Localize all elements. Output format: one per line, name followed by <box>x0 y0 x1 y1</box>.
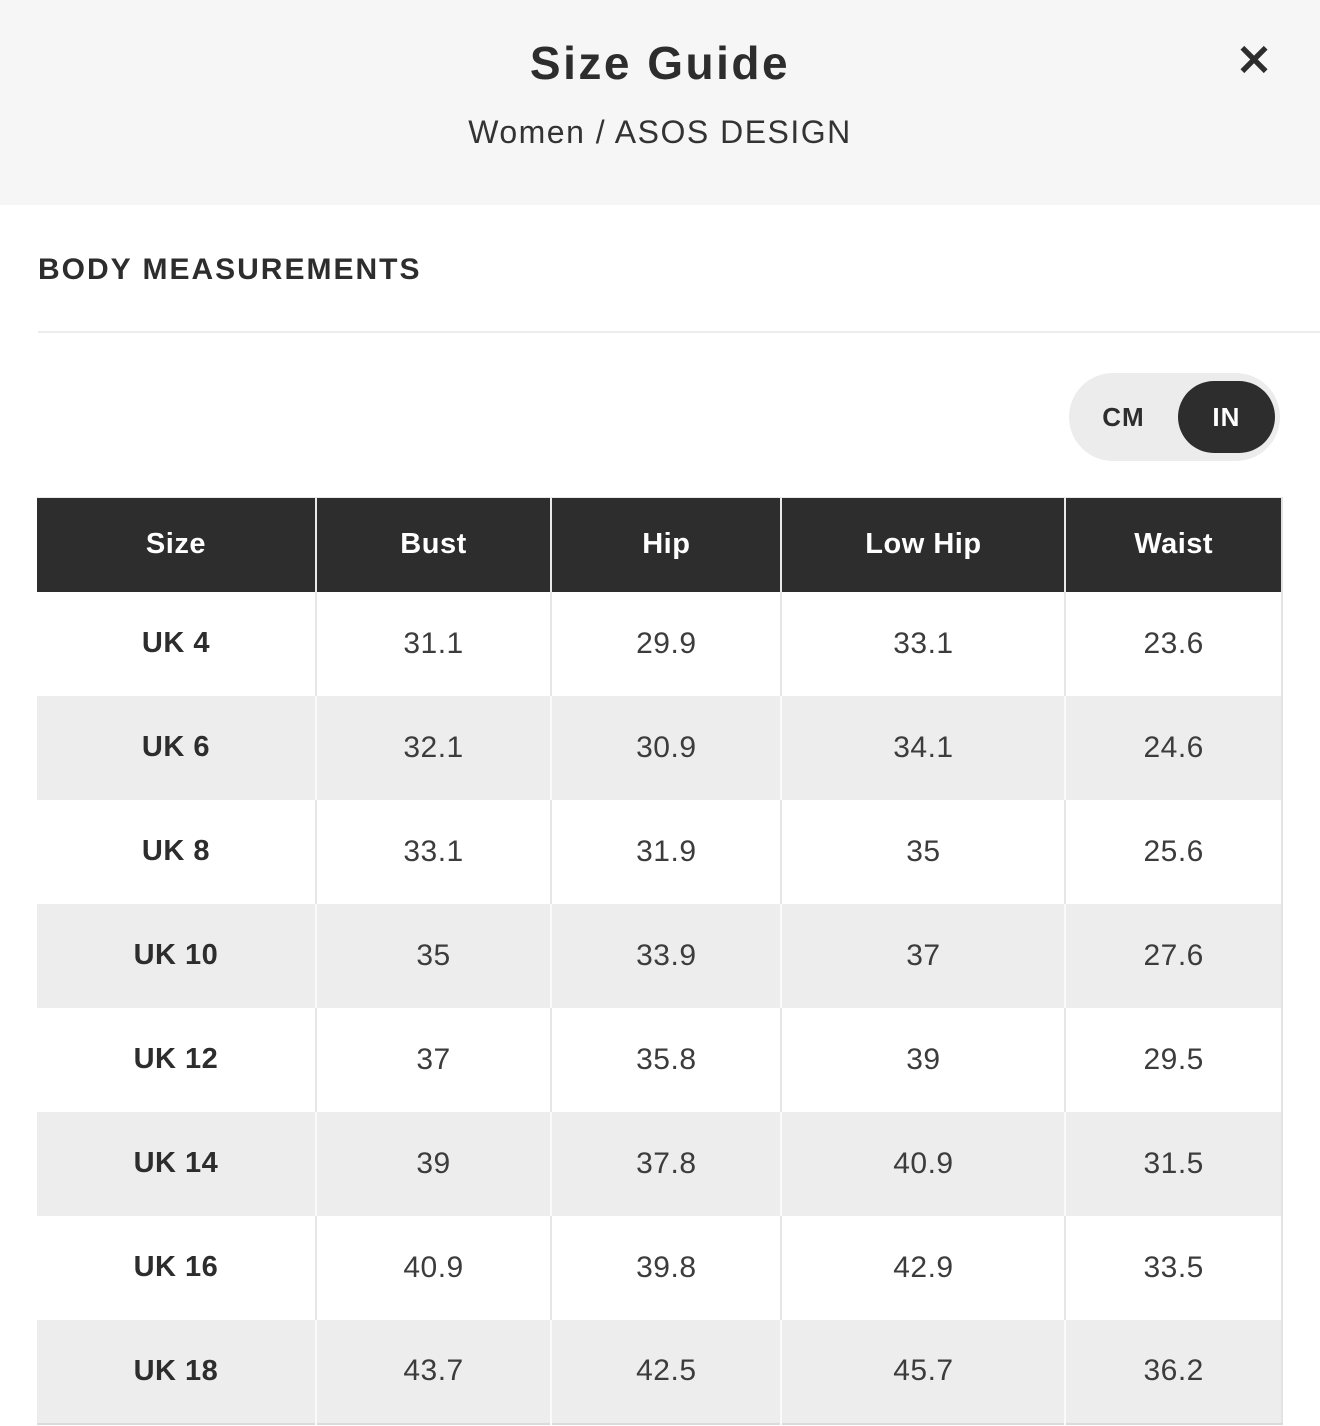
column-header-bust: Bust <box>315 497 553 592</box>
waist-cell: 27.6 <box>1065 903 1282 1008</box>
waist-cell: 31.5 <box>1065 1111 1282 1216</box>
table-row: UK 12 37 35.8 39 29.5 <box>37 1007 1282 1112</box>
low-hip-cell: 40.9 <box>781 1111 1067 1216</box>
table-row: UK 8 33.1 31.9 35 25.6 <box>37 799 1282 904</box>
hip-cell: 31.9 <box>551 799 783 904</box>
table-row: UK 18 43.7 42.5 45.7 36.2 <box>37 1319 1282 1424</box>
low-hip-cell: 45.7 <box>781 1319 1067 1424</box>
close-icon: × <box>1234 31 1274 85</box>
low-hip-cell: 37 <box>781 903 1067 1008</box>
size-cell: UK 6 <box>37 695 317 800</box>
column-header-hip: Hip <box>551 497 783 592</box>
waist-cell: 24.6 <box>1065 695 1282 800</box>
bust-cell: 39 <box>315 1111 553 1216</box>
waist-cell: 25.6 <box>1143 834 1204 868</box>
size-cell: UK 16 <box>37 1215 317 1320</box>
table-row: UK 16 40.9 39.8 42.9 33.5 <box>37 1215 1282 1320</box>
size-cell: UK 14 <box>37 1111 317 1216</box>
size-cell: UK 8 <box>37 799 317 904</box>
bust-cell: 37 <box>315 1007 553 1112</box>
size-table: Size Bust Hip Low Hip Waist UK 4 31.1 29… <box>37 497 1283 1425</box>
bust-cell: 32.1 <box>315 695 553 800</box>
hip-cell: 39.8 <box>551 1215 783 1320</box>
waist-cell: 23.6 <box>1143 626 1204 660</box>
table-row: UK 14 39 37.8 40.9 31.5 <box>37 1111 1282 1216</box>
modal-header: Size Guide Women / ASOS DESIGN × <box>0 0 1320 205</box>
toggle-row: CM IN <box>0 373 1280 461</box>
table-row: UK 10 35 33.9 37 27.6 <box>37 903 1282 1008</box>
waist-cell: 29.5 <box>1143 1042 1204 1076</box>
unit-toggle[interactable]: CM IN <box>1069 373 1280 461</box>
low-hip-cell: 42.9 <box>781 1215 1067 1320</box>
bust-cell: 40.9 <box>315 1215 553 1320</box>
table-row: UK 6 32.1 30.9 34.1 24.6 <box>37 695 1282 800</box>
hip-cell: 42.5 <box>551 1319 783 1424</box>
breadcrumb: Women / ASOS DESIGN <box>468 114 852 150</box>
waist-cell: 33.5 <box>1143 1250 1204 1284</box>
hip-cell: 37.8 <box>551 1111 783 1216</box>
section-heading-body-measurements: BODY MEASUREMENTS <box>38 253 422 286</box>
hip-cell: 33.9 <box>551 903 783 1008</box>
hip-cell: 35.8 <box>551 1007 783 1112</box>
hip-cell: 30.9 <box>551 695 783 800</box>
bust-cell: 35 <box>315 903 553 1008</box>
size-cell: UK 18 <box>37 1319 317 1424</box>
waist-cell: 36.2 <box>1065 1319 1282 1424</box>
section-divider <box>38 331 1320 333</box>
bust-cell: 31.1 <box>315 591 553 696</box>
size-cell: UK 4 <box>37 591 317 696</box>
low-hip-cell: 35 <box>781 799 1067 904</box>
low-hip-cell: 39 <box>781 1007 1067 1112</box>
page-title: Size Guide <box>529 37 791 89</box>
size-cell: UK 12 <box>37 1007 317 1112</box>
table-row: UK 4 31.1 29.9 33.1 23.6 <box>37 591 1282 696</box>
size-cell: UK 10 <box>37 903 317 1008</box>
unit-option-cm[interactable]: CM <box>1102 401 1145 432</box>
table-header-row: Size Bust Hip Low Hip Waist <box>37 497 1282 592</box>
low-hip-cell: 34.1 <box>781 695 1067 800</box>
column-header-waist: Waist <box>1065 497 1282 592</box>
low-hip-cell: 33.1 <box>781 591 1067 696</box>
bust-cell: 33.1 <box>315 799 553 904</box>
unit-option-in[interactable]: IN <box>1177 381 1275 453</box>
bust-cell: 43.7 <box>315 1319 553 1424</box>
hip-cell: 29.9 <box>551 591 783 696</box>
close-button[interactable]: × <box>1226 30 1282 86</box>
column-header-low-hip: Low Hip <box>781 497 1067 592</box>
column-header-size: Size <box>37 497 317 592</box>
